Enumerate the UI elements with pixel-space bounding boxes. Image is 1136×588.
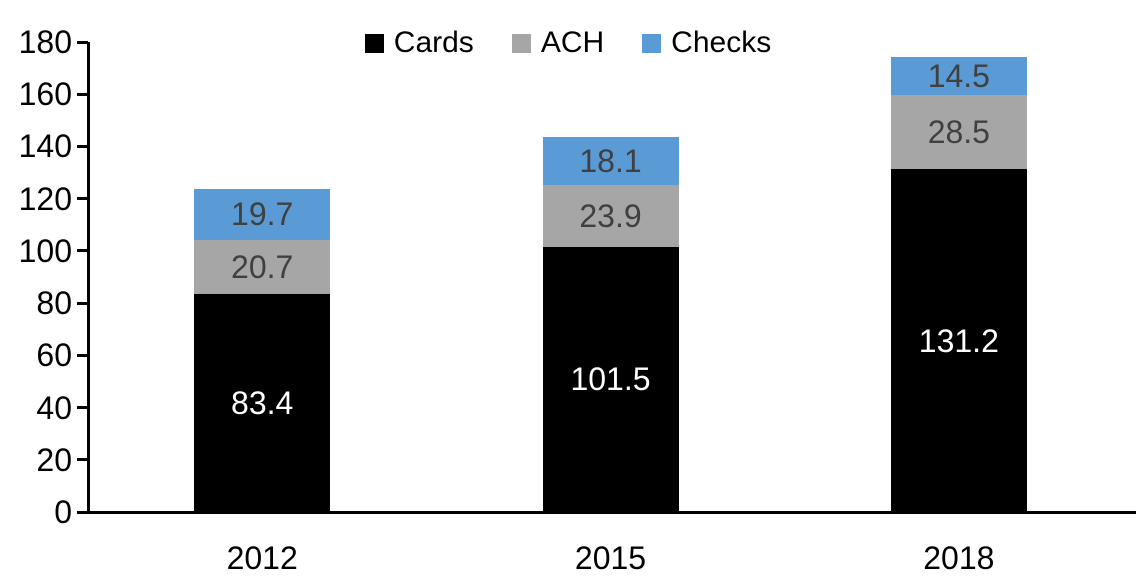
y-tick-label: 20 [36, 441, 72, 478]
y-tick [77, 197, 88, 201]
bar-value-label: 23.9 [579, 197, 642, 234]
y-tick [77, 144, 88, 148]
legend-item-ach: ACH [511, 26, 605, 59]
bar-value-label: 14.5 [927, 58, 990, 95]
legend-label-checks: Checks [671, 26, 772, 59]
x-category-label: 2018 [923, 540, 995, 576]
y-tick-label: 140 [18, 128, 72, 165]
y-tick-label: 180 [18, 24, 72, 60]
y-tick [77, 458, 88, 462]
bar-value-label: 18.1 [579, 142, 642, 179]
y-tick-label: 120 [18, 180, 72, 217]
bar-value-label: 20.7 [231, 249, 294, 286]
legend-label-cards: Cards [393, 26, 474, 59]
y-tick-label: 100 [18, 232, 72, 269]
bar-value-label: 101.5 [570, 361, 651, 398]
bar-segment-cards-2012: 83.4 [194, 294, 331, 512]
y-tick-label: 160 [18, 76, 72, 113]
x-axis-line [77, 511, 1136, 514]
ach-legend-swatch-icon [511, 33, 531, 53]
bar-segment-cards-2018: 131.2 [890, 169, 1027, 512]
y-tick [77, 92, 88, 96]
y-tick [77, 406, 88, 410]
bar-segment-ach-2018: 28.5 [890, 95, 1027, 170]
y-tick-label: 80 [36, 285, 72, 322]
bar-segment-ach-2012: 20.7 [194, 240, 331, 295]
bar-segment-checks-2015: 18.1 [542, 137, 679, 185]
y-tick [77, 249, 88, 253]
y-tick [77, 40, 88, 44]
bar-segment-cards-2015: 101.5 [542, 246, 679, 512]
y-tick [77, 353, 88, 357]
legend-label-ach: ACH [540, 26, 605, 59]
y-tick-label: 0 [54, 494, 72, 530]
bar-segment-checks-2012: 19.7 [194, 188, 331, 241]
y-axis-line [87, 42, 90, 513]
checks-legend-swatch-icon [642, 33, 662, 53]
chart-legend: Cards ACH Checks [0, 28, 1136, 58]
bar-value-label: 83.4 [231, 385, 294, 422]
bar-value-label: 19.7 [231, 196, 294, 233]
legend-item-cards: Cards [364, 26, 474, 59]
y-tick-label: 40 [36, 389, 72, 426]
bar-segment-ach-2015: 23.9 [542, 184, 679, 247]
x-category-label: 2015 [574, 540, 647, 576]
y-tick-label: 60 [36, 337, 72, 374]
x-category-label: 2012 [226, 540, 298, 576]
bar-value-label: 28.5 [927, 114, 990, 151]
bar-value-label: 131.2 [918, 322, 999, 359]
y-tick [77, 301, 88, 305]
legend-item-checks: Checks [642, 28, 771, 58]
bar-segment-checks-2018: 14.5 [890, 57, 1027, 95]
cards-legend-swatch-icon [364, 33, 384, 53]
